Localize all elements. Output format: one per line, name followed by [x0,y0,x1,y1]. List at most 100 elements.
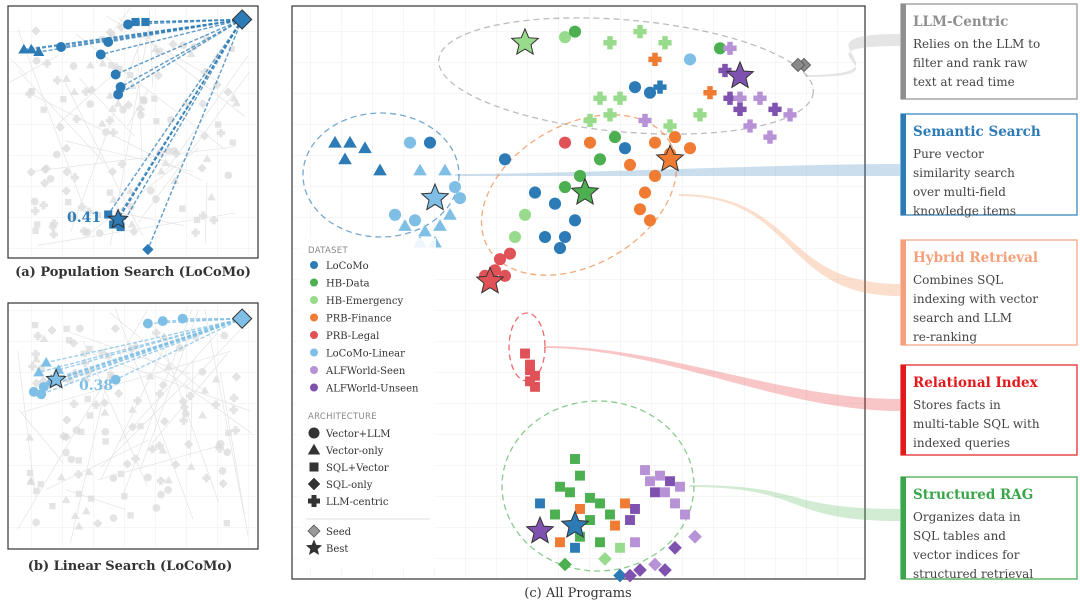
best-marker [560,510,590,538]
program-point [530,381,540,392]
program-point [95,49,106,60]
card-description-line: text at read time [913,75,1015,89]
card-frame [900,113,1078,216]
background-lineage-line [161,340,220,504]
background-lineage-line [66,489,126,510]
legend-architecture-label: LLM-centric [326,497,389,508]
lineage-line [115,18,243,76]
background-program-mark [110,324,120,334]
background-program-mark [215,444,225,453]
program-point [503,247,517,260]
background-program-mark [155,441,164,450]
background-program-mark [133,396,142,406]
background-program-mark [136,111,145,119]
legend-architecture-swatch [308,427,320,439]
background-program-mark [31,321,39,329]
program-point [768,102,782,116]
background-program-mark [117,470,125,478]
background-program-mark [86,412,94,419]
card-description-line: over multi-field [913,185,1006,199]
program-point [558,31,572,44]
legend-marker-swatch [307,524,321,538]
background-program-mark [41,163,52,174]
background-lineage-line [17,29,91,226]
background-program-mark [34,221,41,228]
background-lineage-line [119,333,218,442]
card-description-line: structured retrieval [913,567,1033,581]
background-program-mark [186,49,196,58]
program-point [36,389,47,400]
program-point [528,186,542,199]
background-program-mark [218,479,228,489]
program-point [648,169,662,182]
background-program-mark [102,438,109,445]
program-point [157,316,168,327]
program-point [548,197,562,210]
lineage-line [119,19,243,228]
background-program-mark [228,45,235,53]
program-point [338,152,352,165]
background-program-mark [74,521,84,530]
program-point [753,91,767,105]
program-point [388,208,402,221]
background-program-mark [46,174,55,183]
background-program-mark [211,400,221,409]
program-point [670,498,680,509]
background-program-mark [116,65,123,73]
background-program-mark [77,202,87,212]
background-program-mark [152,504,161,512]
background-program-mark [145,371,155,380]
program-point [683,142,697,155]
background-lineage-line [151,353,228,445]
program-point [585,492,595,503]
background-program-mark [170,176,180,184]
card-description-line: Pure vector [913,147,984,161]
background-lineage-line [79,78,135,137]
program-point [675,481,685,492]
background-program-mark [223,87,233,97]
cluster-ellipse [480,114,678,276]
card-frame [900,364,1078,456]
background-lineage-line [123,309,193,494]
background-program-mark [42,59,52,68]
program-point [553,242,567,255]
background-program-mark [101,427,110,436]
background-program-mark [25,433,34,441]
cluster-ellipse [501,400,695,572]
card-description-line: Organizes data in [913,510,1021,524]
program-point [585,515,595,525]
legend-architecture-label: Vector-only [325,446,384,457]
cluster-connector [544,346,900,411]
background-program-mark [76,324,84,333]
background-program-mark [209,215,219,225]
program-point [733,102,747,116]
legend-dataset-swatch [310,348,318,357]
program-point [598,551,612,566]
background-program-mark [185,391,195,401]
background-program-mark [108,62,115,69]
background-program-mark [75,457,82,464]
program-point [18,43,30,54]
background-program-mark [223,519,230,527]
program-point [555,481,565,492]
background-program-mark [144,30,153,39]
program-point [525,359,535,370]
background-program-mark [61,495,71,504]
background-program-mark [229,405,238,415]
background-lineage-line [46,439,149,490]
program-point [525,365,535,376]
program-point [538,230,552,244]
lineage-line [120,18,243,88]
background-program-mark [193,216,201,224]
background-program-mark [74,470,83,479]
program-point [633,203,647,216]
program-point [640,465,650,476]
program-point [743,119,757,133]
background-program-mark [86,100,95,108]
card-llm-centric: LLM-Centric Relies on the LLM to filter an… [900,3,1078,100]
legend-architecture-label: SQL+Vector [326,463,389,474]
program-point [610,520,620,531]
background-program-mark [33,331,42,341]
legend-dataset-label: HB-Emergency [326,296,403,307]
